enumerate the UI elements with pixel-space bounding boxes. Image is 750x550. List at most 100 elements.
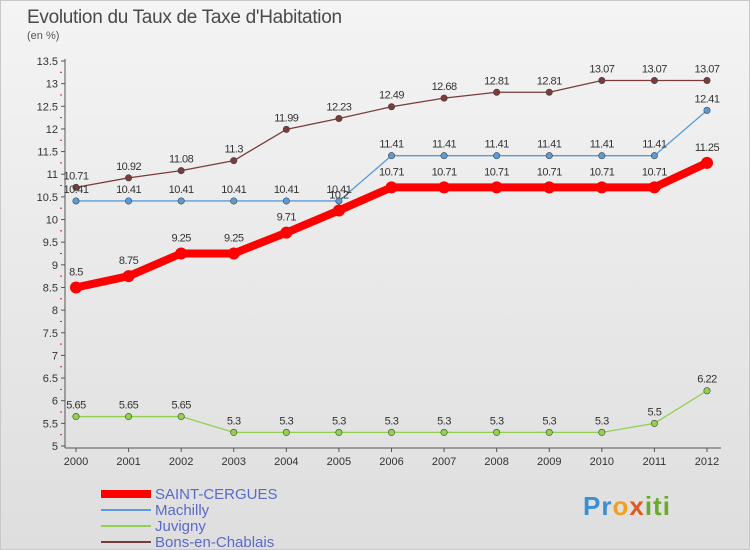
data-label-machilly: 11.41 bbox=[642, 139, 667, 151]
data-point-juvigny bbox=[440, 428, 448, 436]
data-label-bons-en-chablais: 13.07 bbox=[589, 63, 614, 75]
data-label-juvigny: 5.3 bbox=[595, 415, 609, 427]
chart-legend: SAINT-CERGUES Machilly Juvigny Bons-en-C… bbox=[101, 485, 278, 549]
data-point-juvigny bbox=[177, 413, 185, 421]
data-label-saint-cergues: 11.25 bbox=[695, 142, 720, 154]
data-label-saint-cergues: 10.71 bbox=[589, 166, 614, 178]
data-point-juvigny bbox=[598, 428, 606, 436]
data-label-machilly: 10.41 bbox=[326, 184, 351, 196]
data-point-bons-en-chablais bbox=[545, 88, 553, 96]
data-label-juvigny: 5.5 bbox=[648, 406, 662, 418]
data-point-machilly bbox=[440, 152, 448, 160]
data-label-machilly: 12.41 bbox=[694, 93, 719, 105]
data-label-bons-en-chablais: 12.81 bbox=[484, 75, 509, 87]
data-label-saint-cergues: 10.2 bbox=[329, 189, 349, 201]
data-label-machilly: 11.41 bbox=[590, 139, 615, 151]
data-point-machilly bbox=[230, 197, 238, 205]
data-point-bons-en-chablais bbox=[72, 183, 80, 191]
data-point-saint-cergues bbox=[438, 181, 451, 194]
data-point-machilly bbox=[598, 152, 606, 160]
data-point-juvigny bbox=[335, 428, 343, 436]
y-tick-label: 13 bbox=[46, 79, 58, 91]
data-point-juvigny bbox=[650, 419, 658, 427]
data-label-saint-cergues: 9.25 bbox=[171, 233, 191, 245]
x-tick-label: 2011 bbox=[643, 456, 667, 468]
data-point-juvigny bbox=[72, 413, 80, 421]
data-point-saint-cergues bbox=[280, 226, 293, 239]
data-point-saint-cergues bbox=[332, 204, 345, 217]
data-label-saint-cergues: 10.71 bbox=[484, 166, 509, 178]
data-label-saint-cergues: 9.25 bbox=[224, 233, 244, 245]
data-label-juvigny: 5.3 bbox=[332, 415, 346, 427]
data-label-saint-cergues: 8.5 bbox=[69, 266, 83, 278]
data-point-saint-cergues bbox=[385, 181, 398, 194]
data-label-bons-en-chablais: 10.92 bbox=[116, 161, 141, 173]
y-tick-label: 6.5 bbox=[43, 373, 58, 385]
data-point-saint-cergues bbox=[490, 181, 503, 194]
data-point-juvigny bbox=[230, 428, 238, 436]
data-label-bons-en-chablais: 13.07 bbox=[642, 63, 667, 75]
x-tick-label: 2000 bbox=[64, 456, 88, 468]
data-point-machilly bbox=[72, 197, 80, 205]
data-label-juvigny: 5.3 bbox=[542, 415, 556, 427]
data-label-machilly: 11.41 bbox=[485, 139, 510, 151]
data-point-bons-en-chablais bbox=[440, 94, 448, 102]
data-point-bons-en-chablais bbox=[703, 76, 711, 84]
data-label-juvigny: 5.3 bbox=[385, 415, 399, 427]
data-point-machilly bbox=[493, 152, 501, 160]
y-tick-label: 11.5 bbox=[37, 147, 58, 159]
data-point-machilly bbox=[387, 152, 395, 160]
data-label-saint-cergues: 10.71 bbox=[379, 166, 404, 178]
data-label-bons-en-chablais: 11.3 bbox=[224, 144, 243, 156]
x-tick-label: 2009 bbox=[537, 456, 561, 468]
x-tick-label: 2006 bbox=[379, 456, 403, 468]
chart-title: Evolution du Taux de Taxe d'Habitation bbox=[27, 7, 342, 28]
data-label-bons-en-chablais: 13.07 bbox=[694, 63, 719, 75]
data-label-machilly: 10.41 bbox=[116, 184, 141, 196]
legend-item-saint-cergues: SAINT-CERGUES bbox=[101, 485, 278, 503]
data-point-saint-cergues bbox=[227, 247, 240, 260]
y-tick-label: 7.5 bbox=[43, 328, 58, 340]
data-label-juvigny: 5.3 bbox=[227, 415, 241, 427]
data-point-machilly bbox=[125, 197, 133, 205]
x-tick-label: 2004 bbox=[274, 456, 298, 468]
data-point-bons-en-chablais bbox=[598, 76, 606, 84]
data-point-juvigny bbox=[493, 428, 501, 436]
legend-label-saint-cergues: SAINT-CERGUES bbox=[155, 485, 278, 503]
x-tick-label: 2010 bbox=[590, 456, 614, 468]
data-point-bons-en-chablais bbox=[230, 157, 238, 165]
legend-swatch-juvigny bbox=[101, 525, 151, 527]
data-point-saint-cergues bbox=[543, 181, 556, 194]
x-tick-label: 2007 bbox=[432, 456, 456, 468]
data-label-machilly: 11.41 bbox=[537, 139, 562, 151]
x-tick-label: 2003 bbox=[222, 456, 246, 468]
data-label-machilly: 10.41 bbox=[274, 184, 299, 196]
data-point-juvigny bbox=[282, 428, 290, 436]
data-point-bons-en-chablais bbox=[493, 88, 501, 96]
data-label-machilly: 10.41 bbox=[169, 184, 194, 196]
data-label-machilly: 10.41 bbox=[221, 184, 246, 196]
y-tick-label: 10.5 bbox=[37, 192, 58, 204]
data-label-saint-cergues: 9.71 bbox=[277, 212, 297, 224]
data-point-saint-cergues bbox=[70, 281, 82, 294]
data-point-machilly bbox=[335, 197, 343, 205]
legend-swatch-bons-en-chablais bbox=[101, 541, 151, 543]
data-label-saint-cergues: 10.71 bbox=[432, 166, 457, 178]
data-label-machilly: 11.41 bbox=[379, 139, 404, 151]
y-tick-label: 9 bbox=[52, 260, 58, 272]
y-tick-label: 11 bbox=[47, 169, 58, 181]
data-label-bons-en-chablais: 12.81 bbox=[537, 75, 562, 87]
y-tick-label: 13.5 bbox=[37, 56, 58, 68]
legend-item-bons-en-chablais: Bons-en-Chablais bbox=[101, 534, 278, 549]
data-point-bons-en-chablais bbox=[650, 76, 658, 84]
data-label-juvigny: 5.65 bbox=[66, 400, 86, 412]
data-point-bons-en-chablais bbox=[387, 103, 395, 111]
data-label-saint-cergues: 10.71 bbox=[642, 166, 667, 178]
proxiti-logo: Proxiti bbox=[583, 491, 671, 522]
y-tick-label: 12.5 bbox=[37, 101, 58, 113]
data-point-juvigny bbox=[545, 428, 553, 436]
data-label-juvigny: 5.3 bbox=[437, 415, 451, 427]
chart-unit-label: (en %) bbox=[27, 30, 60, 42]
x-tick-label: 2005 bbox=[327, 456, 351, 468]
y-tick-label: 5 bbox=[52, 441, 58, 453]
